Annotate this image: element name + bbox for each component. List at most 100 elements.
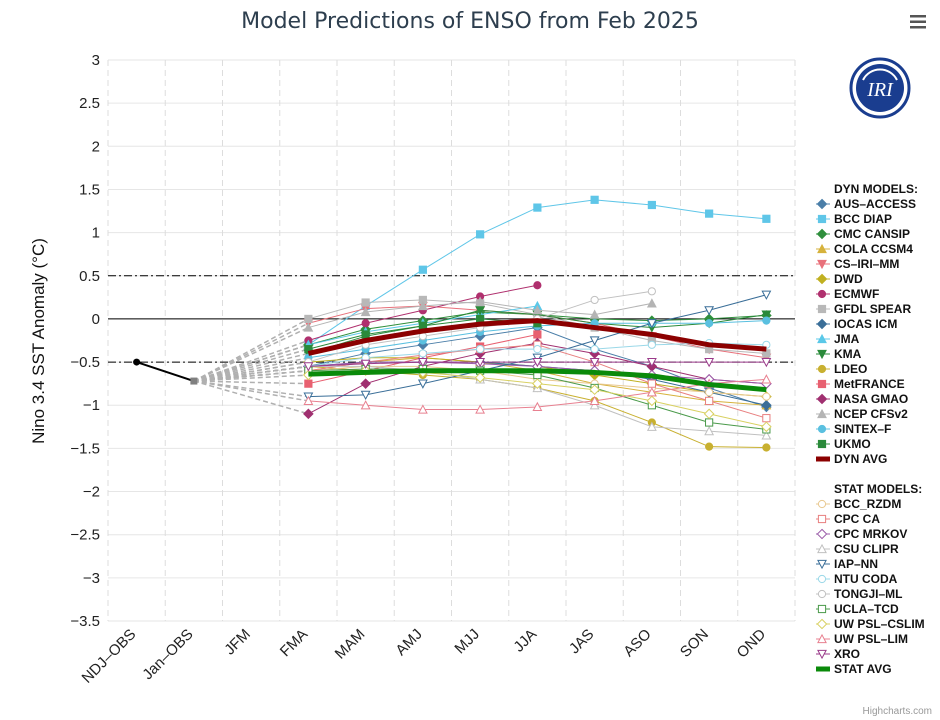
data-point-uw-psl-lim [589, 395, 600, 406]
forecast-connector-line [193, 322, 309, 382]
legend-marker [816, 618, 828, 630]
legend-label: CSU CLIPR [834, 542, 899, 556]
data-point-ncep-cfsv2 [475, 296, 486, 306]
legend-marker [817, 259, 827, 270]
data-point-bcc-diap [647, 200, 656, 210]
legend-item-iocas-icm[interactable]: IOCAS ICM [816, 317, 897, 331]
y-tick-label: −1.5 [70, 440, 100, 457]
y-tick-label: −1 [83, 397, 100, 414]
legend-marker [816, 273, 828, 285]
legend-item-bcc-rzdm[interactable]: BCC_RZDM [816, 497, 901, 511]
data-point-xro [704, 357, 715, 368]
data-point-ldeo [705, 442, 714, 451]
data-point-ncep-cfsv2 [532, 305, 543, 315]
legend-item-ukmo[interactable]: UKMO [816, 437, 871, 451]
legend-item-cs-iri-mm[interactable]: CS–IRI–MM [816, 257, 899, 271]
legend-marker [817, 408, 827, 419]
x-tick-label: JFM [221, 626, 254, 659]
menu-icon[interactable] [910, 15, 926, 29]
chart-title: Model Predictions of ENSO from Feb 2025 [241, 9, 699, 34]
legend-item-csu-clipr[interactable]: CSU CLIPR [816, 542, 899, 556]
x-tick-label: MJJ [451, 626, 482, 657]
legend-label: LDEO [834, 362, 867, 376]
legend-item-tongji-ml[interactable]: TONGJI–ML [816, 587, 902, 601]
data-point-uw-psl-lim [475, 404, 486, 414]
x-tick-label: SON [677, 626, 712, 661]
data-point-uw-psl-cslim [474, 372, 486, 383]
data-point-bcc-rzdm [762, 392, 771, 401]
legend-item-cmc-cansip[interactable]: CMC CANSIP [816, 227, 910, 241]
legend-header: DYN MODELS: [834, 182, 918, 196]
legend-item-ntu-coda[interactable]: NTU CODA [816, 572, 898, 586]
legend-label: IOCAS ICM [834, 317, 897, 331]
legend-marker [817, 424, 827, 434]
data-point-ntu-coda [418, 349, 427, 358]
iri-logo-icon: IRI [849, 57, 911, 119]
legend-marker [817, 633, 827, 644]
data-point-ldeo [762, 443, 771, 452]
legend-item-kma[interactable]: KMA [816, 347, 862, 361]
legend-label: UKMO [834, 437, 871, 451]
legend-item-uw-psl-cslim[interactable]: UW PSL–CSLIM [816, 617, 925, 631]
legend-label: BCC DIAP [834, 212, 892, 226]
legend-marker [817, 439, 827, 449]
legend-marker [816, 393, 828, 405]
data-point-uw-psl-lim [761, 374, 772, 384]
legend-item-ldeo[interactable]: LDEO [816, 362, 867, 376]
y-tick-label: 1.5 [79, 181, 100, 198]
data-point-iap-nn [360, 390, 371, 401]
legend-item-nasa-gmao[interactable]: NASA GMAO [816, 392, 908, 406]
legend-item-iap-nn[interactable]: IAP–NN [816, 557, 878, 571]
legend-item-cpc-mrkov[interactable]: CPC MRKOV [816, 527, 907, 541]
legend-item-stat-avg[interactable]: STAT AVG [816, 662, 892, 676]
data-point-iocas-icm [761, 399, 772, 411]
data-point-xro [475, 357, 486, 368]
legend-header: STAT MODELS: [834, 482, 922, 496]
data-point-ukmo [476, 314, 485, 324]
data-point-cpc-ca [762, 414, 771, 423]
legend-item-dyn-avg[interactable]: DYN AVG [816, 452, 887, 466]
forecast-connector-line [193, 380, 309, 402]
legend-item-sintex-f[interactable]: SINTEX–F [816, 422, 891, 436]
legend-item-aus-access[interactable]: AUS–ACCESS [816, 197, 916, 211]
legend-label: XRO [834, 647, 860, 661]
legend-marker [817, 243, 827, 254]
legend-item-ucla-tcd[interactable]: UCLA–TCD [816, 602, 899, 616]
forecast-connector-line [193, 326, 309, 382]
data-point-nasa-gmao [360, 378, 371, 389]
data-point-xro [761, 357, 772, 368]
legend-item-bcc-diap[interactable]: BCC DIAP [816, 212, 892, 226]
legend-item-jma[interactable]: JMA [816, 332, 860, 346]
data-point-kma [475, 306, 486, 316]
data-point-tongji-ml [590, 295, 599, 305]
legend-item-metfrance[interactable]: MetFRANCE [816, 377, 905, 391]
data-point-xro [360, 359, 371, 369]
data-point-uw-psl-cslim [761, 421, 772, 433]
data-point-iap-nn [704, 306, 715, 316]
plot-area: 3 2.5 2 1.5 1 0.5 0 −0.5 −1 −1.5 −2 −2.5 −3 −3.5NDJ–O… [70, 52, 796, 687]
legend-label: UCLA–TCD [834, 602, 899, 616]
data-point-uw-psl-cslim [589, 384, 600, 396]
legend-item-gfdl-spear[interactable]: GFDL SPEAR [816, 302, 911, 316]
legend-item-dwd[interactable]: DWD [816, 272, 863, 286]
x-tick-label: Jan–OBS [139, 626, 196, 683]
legend-label: DWD [834, 272, 863, 286]
credits-link[interactable]: Highcharts.com [863, 706, 932, 717]
data-point-ucla-tcd [705, 418, 714, 427]
legend-label: COLA CCSM4 [834, 242, 913, 256]
legend-label: DYN AVG [834, 452, 887, 466]
data-point-uw-psl-lim [303, 395, 314, 406]
y-tick-label: −3.5 [70, 613, 100, 630]
legend-item-ncep-cfsv2[interactable]: NCEP CFSv2 [816, 407, 908, 421]
legend-item-cola-ccsm4[interactable]: COLA CCSM4 [816, 242, 913, 256]
legend-item-ecmwf[interactable]: ECMWF [816, 287, 879, 301]
legend-item-xro[interactable]: XRO [816, 647, 860, 661]
legend-item-cpc-ca[interactable]: CPC CA [816, 512, 880, 526]
data-point-csu-clipr [761, 430, 772, 440]
forecast-connector-line [193, 380, 309, 385]
legend-label: CS–IRI–MM [834, 257, 899, 271]
legend-marker [817, 499, 827, 509]
legend-label: NCEP CFSv2 [834, 407, 908, 421]
legend-label: AUS–ACCESS [834, 197, 916, 211]
legend-item-uw-psl-lim[interactable]: UW PSL–LIM [816, 632, 908, 646]
